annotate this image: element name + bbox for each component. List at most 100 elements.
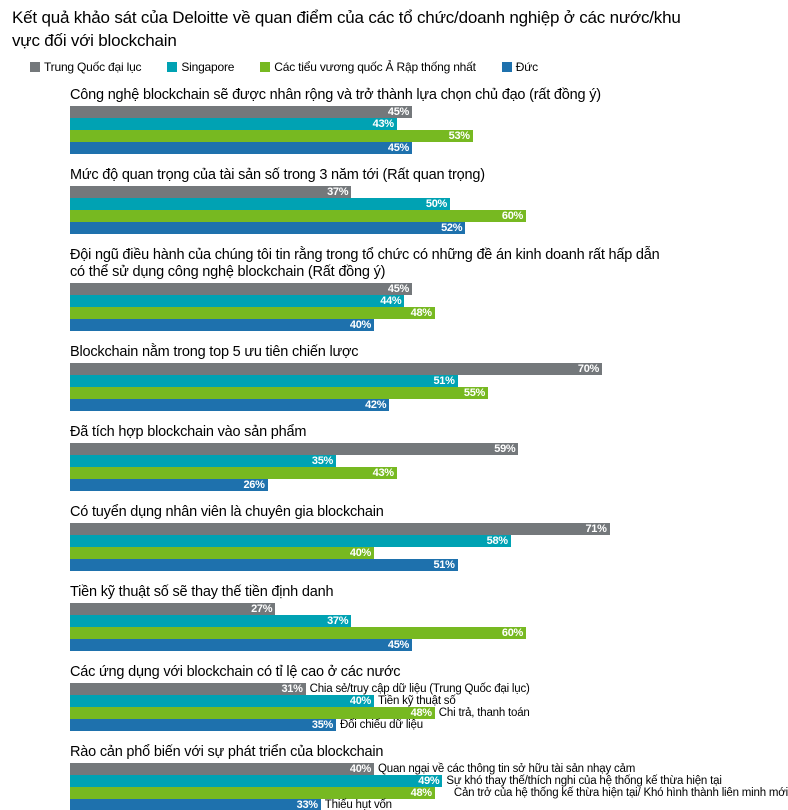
- chart-group: Có tuyển dụng nhân viên là chuyên gia bl…: [70, 504, 788, 571]
- bar-value-label: 48%: [410, 787, 432, 799]
- bar-value-label: 44%: [380, 295, 402, 307]
- chart-group: Tiền kỹ thuật số sẽ thay thế tiền định d…: [70, 584, 788, 651]
- legend-item-uae: Các tiểu vương quốc Ả Rập thống nhất: [260, 60, 476, 74]
- bar-side-label: Tiền kỹ thuật số: [378, 695, 456, 707]
- bar-value-label: 58%: [486, 535, 508, 547]
- chart-group: Mức độ quan trọng của tài sản số trong 3…: [70, 167, 788, 234]
- chart-group: Rào cản phổ biến với sự phát triển của b…: [70, 744, 788, 810]
- bar-value-label: 48%: [410, 307, 432, 319]
- bar-singapore: 40%: [70, 695, 374, 707]
- bar-mainland-china: 70%: [70, 363, 602, 375]
- bar-singapore: 51%: [70, 375, 458, 387]
- bar-singapore: 58%: [70, 535, 511, 547]
- bar-germany: 45%: [70, 142, 412, 154]
- bar-row: 60%: [70, 210, 788, 222]
- bar-row: 48% Cản trở của hệ thống kế thừa hiện tại…: [70, 787, 788, 799]
- bar-value-label: 70%: [577, 363, 599, 375]
- bar-side-label: Cản trở của hệ thống kế thừa hiện tại/ K…: [453, 787, 788, 799]
- bar-singapore: 37%: [70, 615, 352, 627]
- bar-uae: 60%: [70, 627, 526, 639]
- group-title: Công nghệ blockchain sẽ được nhân rộng v…: [70, 87, 601, 103]
- bar-value-label: 40%: [349, 763, 371, 775]
- bar-germany: 33%: [70, 799, 321, 810]
- bar-value-label: 45%: [387, 106, 409, 118]
- chart-group: Đã tích hợp blockchain vào sản phẩm 59% 35…: [70, 424, 788, 491]
- bar-mainland-china: 45%: [70, 106, 412, 118]
- bar-mainland-china: 31%: [70, 683, 306, 695]
- chart-legend: Trung Quốc đại lục Singapore Các tiểu vư…: [30, 60, 788, 74]
- bar-value-label: 37%: [327, 186, 349, 198]
- bar-value-label: 43%: [372, 118, 394, 130]
- bar-germany: 40%: [70, 319, 374, 331]
- bar-row: 55%: [70, 387, 788, 399]
- bar-germany: 45%: [70, 639, 412, 651]
- bar-value-label: 55%: [463, 387, 485, 399]
- bar-side-label: Thiếu hụt vốn: [324, 799, 392, 810]
- chart-group: Các ứng dụng với blockchain có tỉ lệ cao…: [70, 664, 788, 731]
- bar-row: 35% Đối chiếu dữ liệu: [70, 719, 788, 731]
- chart-group: Công nghệ blockchain sẽ được nhân rộng v…: [70, 87, 788, 154]
- bar-value-label: 71%: [585, 523, 607, 535]
- bar-row: 48%: [70, 307, 788, 319]
- group-title: Đã tích hợp blockchain vào sản phẩm: [70, 424, 307, 440]
- chart-group: Đội ngũ điều hành của chúng tôi tin rằng…: [70, 247, 788, 331]
- legend-item-germany: Đức: [501, 60, 538, 74]
- chart-group: Blockchain nằm trong top 5 ưu tiên chiến…: [70, 344, 788, 411]
- bar-value-label: 35%: [311, 455, 333, 467]
- group-title: Có tuyển dụng nhân viên là chuyên gia bl…: [70, 504, 384, 520]
- bar-side-label: Chi trả, thanh toán: [438, 707, 530, 719]
- bar-mainland-china: 59%: [70, 443, 519, 455]
- bar-value-label: 60%: [501, 627, 523, 639]
- bar-row: 40% Tiền kỹ thuật số: [70, 695, 788, 707]
- bar-uae: 43%: [70, 467, 397, 479]
- bar-germany: 42%: [70, 399, 390, 411]
- bar-value-label: 50%: [425, 198, 447, 210]
- bar-mainland-china: 71%: [70, 523, 610, 535]
- bar-row: 70%: [70, 363, 788, 375]
- bar-singapore: 43%: [70, 118, 397, 130]
- bar-side-label: Chia sẻ/truy cập dữ liệu (Trung Quốc đại…: [309, 683, 530, 695]
- bar-value-label: 40%: [349, 547, 371, 559]
- bar-row: 51%: [70, 559, 788, 571]
- bar-value-label: 49%: [418, 775, 440, 787]
- bar-uae: 60%: [70, 210, 526, 222]
- chart-groups: Công nghệ blockchain sẽ được nhân rộng v…: [70, 87, 788, 810]
- legend-swatch-uae: [260, 62, 271, 72]
- bar-singapore: 50%: [70, 198, 450, 210]
- bar-value-label: 52%: [441, 222, 463, 234]
- group-title: Blockchain nằm trong top 5 ưu tiên chiến…: [70, 344, 359, 360]
- bar-row: 37%: [70, 615, 788, 627]
- bar-value-label: 26%: [243, 479, 265, 491]
- group-title: Đội ngũ điều hành của chúng tôi tin rằng…: [70, 247, 660, 280]
- bar-singapore: 44%: [70, 295, 405, 307]
- bar-row: 37%: [70, 186, 788, 198]
- legend-label-uae: Các tiểu vương quốc Ả Rập thống nhất: [274, 60, 476, 74]
- group-title: Rào cản phổ biến với sự phát triển của b…: [70, 744, 384, 760]
- bar-row: 45%: [70, 639, 788, 651]
- bar-side-label: Sự khó thay thế/thích nghi của hệ thống …: [446, 775, 722, 787]
- bar-germany: 26%: [70, 479, 268, 491]
- bar-singapore: 49%: [70, 775, 443, 787]
- bar-value-label: 59%: [494, 443, 516, 455]
- legend-label-mainland-china: Trung Quốc đại lục: [44, 60, 142, 74]
- bar-mainland-china: 40%: [70, 763, 374, 775]
- bar-row: 49% Sự khó thay thế/thích nghi của hệ thố…: [70, 775, 788, 787]
- bar-value-label: 51%: [433, 375, 455, 387]
- bar-row: 40%: [70, 319, 788, 331]
- group-title: Các ứng dụng với blockchain có tỉ lệ cao…: [70, 664, 401, 680]
- bar-value-label: 51%: [433, 559, 455, 571]
- bar-mainland-china: 37%: [70, 186, 352, 198]
- bar-value-label: 43%: [372, 467, 394, 479]
- bar-value-label: 42%: [365, 399, 387, 411]
- chart-title: Kết quả khảo sát của Deloitte về quan đi…: [12, 8, 681, 50]
- bar-side-label: Đối chiếu dữ liệu: [340, 719, 423, 731]
- bar-germany: 51%: [70, 559, 458, 571]
- legend-swatch-mainland-china: [30, 62, 40, 72]
- bar-value-label: 31%: [281, 683, 303, 695]
- legend-item-singapore: Singapore: [167, 60, 234, 74]
- group-title: Mức độ quan trọng của tài sản số trong 3…: [70, 167, 485, 183]
- bar-row: 60%: [70, 627, 788, 639]
- legend-label-singapore: Singapore: [181, 60, 235, 74]
- bar-row: 35%: [70, 455, 788, 467]
- bar-row: 45%: [70, 142, 788, 154]
